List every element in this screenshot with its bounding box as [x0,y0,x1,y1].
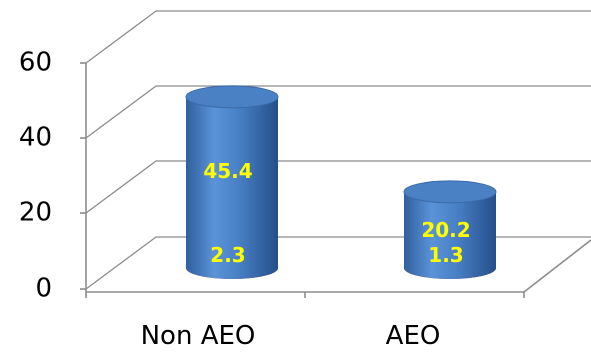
grid [85,10,591,290]
y-tick-labels: 0 20 40 60 [19,48,52,304]
y-tick-label: 60 [19,48,52,78]
bar-top [185,85,279,109]
gridline-40 [85,85,591,139]
data-label: 45.4 [203,159,252,183]
data-label: 20.2 [421,218,470,242]
category-label: AEO [386,321,441,351]
floor-right-edge [523,239,591,293]
axes [80,62,591,298]
data-labels: 2.3 45.4 1.320.2 [203,159,470,267]
bar-segment [185,85,279,279]
gridline-20 [85,160,591,214]
bar-body [186,96,278,279]
bar-top [403,180,497,204]
category-label: Non AEO [141,321,256,351]
bar-segment [403,180,497,279]
y-tick-label: 40 [19,123,52,153]
bar-body [404,191,496,279]
y-tick-label: 20 [19,198,52,228]
bars [185,85,497,279]
category-labels: Non AEO AEO [141,321,441,351]
data-label: 2.3 [210,243,245,267]
gridline-60 [85,10,591,64]
gridline-0 [85,236,591,290]
y-tick-label: 0 [35,274,52,304]
data-label: 1.3 [428,243,463,267]
